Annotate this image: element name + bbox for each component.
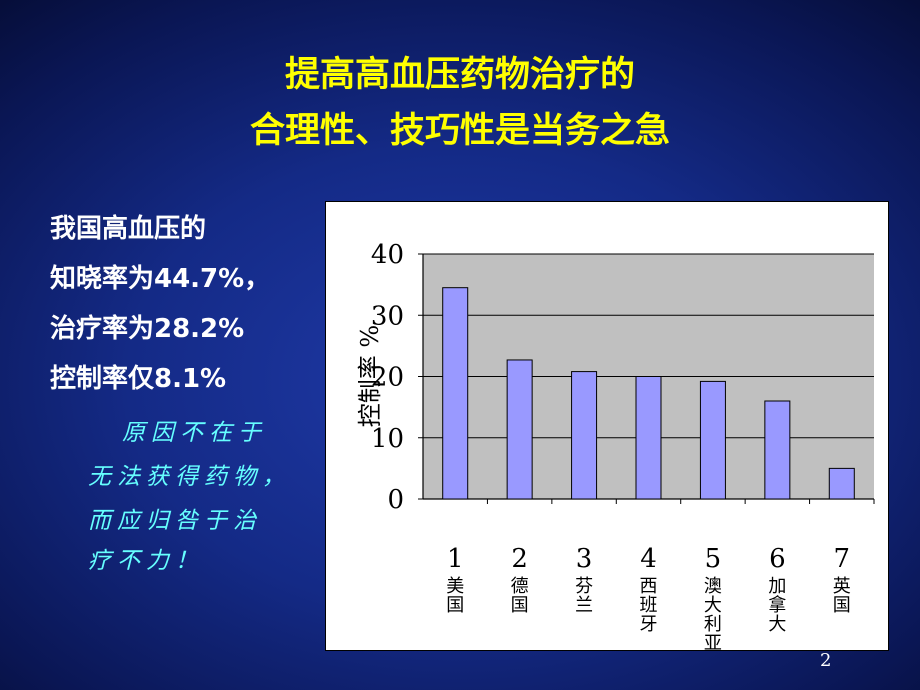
country-label: 芬兰 [575, 576, 593, 616]
page-number: 2 [820, 650, 832, 671]
note-line-2: 无法获得药物， [88, 464, 291, 490]
note-line-1: 原因不在于 [122, 420, 267, 446]
stat-line-awareness: 知晓率为44.7%， [50, 264, 271, 294]
y-tick-label: 20 [371, 363, 404, 393]
bar-3 [571, 371, 598, 500]
y-tick-label: 40 [371, 240, 404, 270]
chart-panel: 0 10 20 30 40 控制率 % 1 美国 2 德国 3 芬兰 4 西班牙 5 澳大利亚 6 加拿大 7 英国 [325, 201, 889, 651]
bar-1 [442, 287, 469, 500]
y-axis-label: 控制率 % [356, 325, 384, 427]
bar-chart: 0 10 20 30 40 控制率 % 1美国 2德国 3芬兰 4 西班牙 5 澳大利亚 6 加拿大 7英国 [356, 240, 875, 650]
x-tick-label: 3 [576, 544, 593, 574]
bar-2 [506, 359, 533, 500]
bar-7 [828, 467, 855, 500]
stat-line-treatment: 治疗率为28.2% [50, 314, 245, 344]
country-label: 美国 [446, 576, 464, 616]
country-label: 加拿大 [768, 576, 786, 635]
x-tick-label: 2 [511, 544, 528, 574]
country-label: 德国 [511, 576, 529, 616]
y-tick-label: 10 [371, 424, 404, 454]
bar-6 [764, 400, 791, 500]
slide-title-line1: 提高高血压药物治疗的 [284, 55, 635, 95]
stat-line-1: 我国高血压的 [50, 214, 207, 244]
bar-4 [635, 376, 662, 500]
note-line-3: 而应归咎于治 [88, 508, 262, 534]
country-label: 澳大利亚 [704, 576, 722, 650]
country-label: 西班牙 [640, 576, 658, 635]
note-line-4: 疗不力！ [88, 548, 204, 574]
slide-title-line2: 合理性、技巧性是当务之急 [249, 111, 670, 151]
x-tick-label: 6 [769, 544, 786, 574]
country-label: 英国 [833, 576, 851, 616]
bar-5 [699, 380, 726, 500]
x-tick-label: 4 [640, 544, 657, 574]
y-tick-label: 0 [387, 485, 404, 515]
x-tick-label: 1 [447, 544, 464, 574]
x-tick-label: 5 [705, 544, 722, 574]
y-tick-label: 30 [371, 301, 404, 331]
stat-line-control: 控制率仅8.1% [50, 364, 227, 394]
x-tick-label: 7 [834, 544, 851, 574]
